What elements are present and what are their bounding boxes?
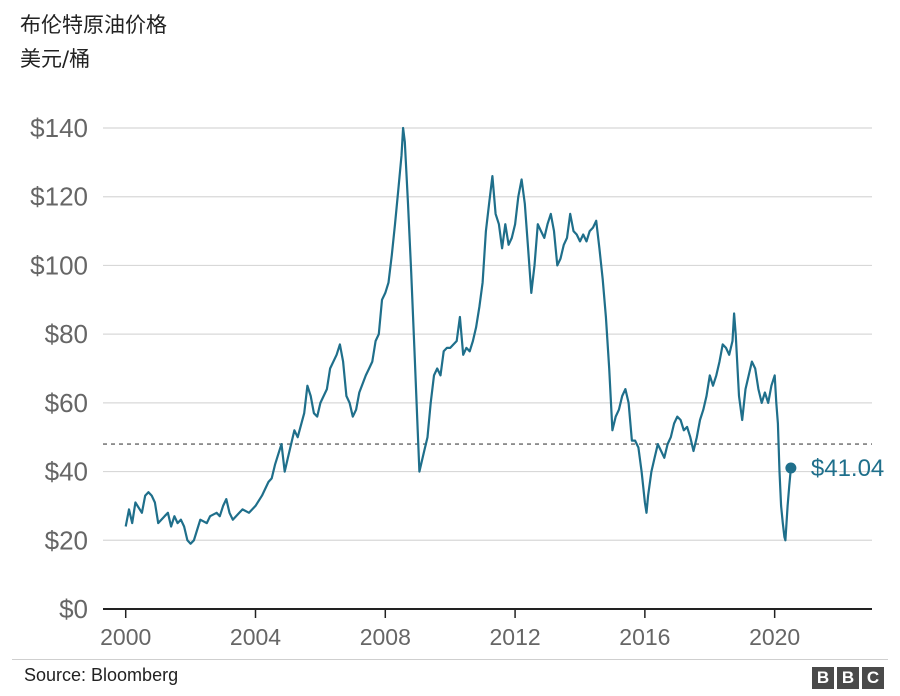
series-line-brent-price [124, 126, 792, 545]
x-tick-label: 2020 [749, 624, 800, 650]
x-tick-label: 2012 [489, 624, 540, 650]
logo-letter: C [862, 667, 884, 689]
footer-divider [12, 659, 888, 660]
y-tick-label: $100 [30, 250, 88, 280]
x-tick-label: 2000 [100, 624, 151, 650]
y-tick-label: $20 [45, 525, 88, 555]
line-chart: $0$20$40$60$80$100$120$140 2000 2004 2008 2… [30, 113, 884, 650]
x-tick-label: 2004 [230, 624, 281, 650]
end-point-label: $41.04 [811, 455, 884, 482]
y-tick-label: $0 [59, 594, 88, 624]
y-tick-label: $120 [30, 182, 88, 212]
y-tick-label: $40 [45, 457, 88, 487]
bbc-logo: B B C [812, 667, 884, 689]
x-axis-ticks: 2000 2004 2008 2012 2016 2020 [100, 609, 800, 650]
source-note: Source: Bloomberg [24, 665, 179, 685]
y-tick-label: $140 [30, 113, 88, 143]
x-tick-label: 2016 [619, 624, 670, 650]
y-tick-label: $80 [45, 319, 88, 349]
chart-title: 布伦特原油价格 [20, 13, 167, 37]
chart-subtitle: 美元/桶 [20, 47, 91, 71]
gridlines [103, 127, 872, 541]
logo-letter: B [812, 667, 834, 689]
y-tick-label: $60 [45, 388, 88, 418]
end-point-marker [785, 462, 797, 474]
x-tick-label: 2008 [360, 624, 411, 650]
y-axis-ticks: $0 $20 $40 $60 $80 $100 $120 $140 [30, 113, 88, 624]
logo-letter: B [837, 667, 859, 689]
chart-title-block: 布伦特原油价格 美元/桶 [20, 8, 167, 76]
